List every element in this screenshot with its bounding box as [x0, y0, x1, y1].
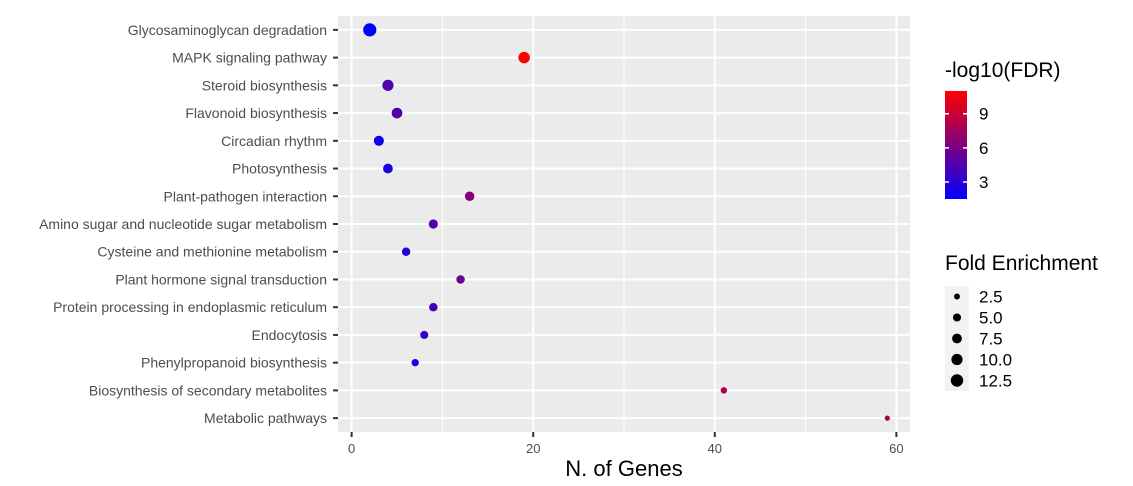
size-legend-key — [951, 353, 963, 366]
size-legend-key — [950, 374, 964, 387]
data-point — [456, 275, 465, 284]
color-legend-bar — [945, 91, 967, 199]
y-tick-label: MAPK signaling pathway — [172, 50, 327, 66]
y-tick-label: Biosynthesis of secondary metabolites — [89, 382, 327, 398]
data-point — [464, 191, 475, 202]
data-point — [401, 247, 411, 256]
y-tick-label: Flavonoid biosynthesis — [185, 105, 327, 121]
x-axis-title: N. of Genes — [565, 456, 682, 481]
y-tick-label: Glycosaminoglycan degradation — [128, 22, 327, 38]
data-point — [884, 415, 890, 421]
size-legend-label: 10.0 — [979, 351, 1012, 370]
y-tick-label: Circadian rhythm — [221, 133, 327, 149]
y-tick-label: Plant hormone signal transduction — [115, 271, 327, 287]
size-legend-key — [954, 293, 960, 300]
y-tick-label: Steroid biosynthesis — [202, 77, 327, 93]
data-point — [411, 359, 419, 367]
y-tick-label: Plant-pathogen interaction — [164, 188, 327, 204]
x-tick-label: 60 — [889, 441, 903, 456]
size-legend-key — [952, 313, 962, 322]
data-point — [383, 163, 393, 174]
x-tick-label: 40 — [708, 441, 722, 456]
data-point — [720, 387, 728, 394]
data-point — [382, 79, 394, 91]
color-legend-label: 9 — [979, 105, 988, 124]
y-tick-label: Metabolic pathways — [204, 410, 327, 426]
y-tick-label: Amino sugar and nucleotide sugar metabol… — [39, 216, 327, 232]
size-legend-title: Fold Enrichment — [945, 252, 1098, 275]
data-point — [363, 23, 377, 37]
size-legend-label: 7.5 — [979, 330, 1003, 349]
data-point — [420, 330, 429, 339]
x-tick-label: 0 — [348, 441, 355, 456]
size-legend-label: 2.5 — [979, 288, 1003, 307]
data-point — [428, 219, 438, 229]
data-point — [518, 51, 530, 64]
size-legend-key — [952, 333, 962, 344]
color-legend-label: 3 — [979, 173, 988, 192]
color-legend-title: -log10(FDR) — [945, 59, 1061, 82]
y-tick-label: Endocytosis — [252, 327, 327, 343]
size-legend-label: 12.5 — [979, 372, 1012, 391]
data-point — [429, 302, 438, 312]
data-point — [373, 135, 384, 146]
y-tick-label: Phenylpropanoid biosynthesis — [141, 355, 327, 371]
color-legend-label: 6 — [979, 139, 988, 158]
y-tick-label: Protein processing in endoplasmic reticu… — [53, 299, 327, 315]
size-legend-label: 5.0 — [979, 309, 1003, 328]
x-tick-label: 20 — [526, 441, 540, 456]
y-tick-label: Photosynthesis — [232, 161, 327, 177]
y-tick-label: Cysteine and methionine metabolism — [97, 244, 327, 260]
data-point — [391, 107, 403, 119]
